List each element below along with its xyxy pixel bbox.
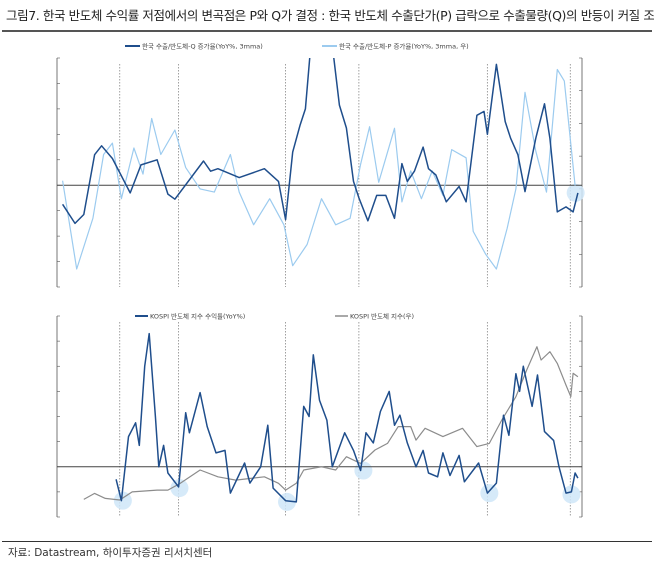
highlight-circle [113, 491, 132, 510]
source-divider [2, 541, 652, 542]
bottom-legend: KOSPI 반도체 지수 수익률(YoY%) KOSPI 반도체 지수(우) [135, 312, 414, 321]
top-legend: 한국 수출/반도체-Q 증가율(YoY%, 3mma) 한국 수출/반도체-P … [125, 42, 469, 51]
legend-label-p: 한국 수출/반도체-P 증가율(YoY%, 3mma, 우) [339, 42, 469, 51]
source-note: 자료: Datastream, 하이투자증권 리서치센터 [8, 547, 213, 559]
legend-label-kospi-index: KOSPI 반도체 지수(우) [350, 312, 414, 321]
highlight-circle [562, 485, 581, 504]
series-line-1 [83, 346, 579, 501]
figure-title: 그림7. 한국 반도체 수익률 저점에서의 변곡점은 P와 Q가 결정 : 한국… [6, 8, 654, 23]
highlight-circle [354, 461, 373, 480]
highlight-circle [480, 484, 499, 503]
highlight-circle [170, 479, 189, 498]
title-divider [2, 30, 652, 32]
series-line-1 [62, 68, 576, 270]
legend-label-kospi-return: KOSPI 반도체 지수 수익률(YoY%) [150, 312, 245, 321]
series-line-0 [61, 58, 579, 225]
series-line-0 [115, 332, 579, 503]
highlight-circle [566, 183, 585, 202]
legend-label-q: 한국 수출/반도체-Q 증가율(YoY%, 3mma) [142, 42, 263, 51]
bottom-chart: KOSPI 반도체 지수 수익률(YoY%) KOSPI 반도체 지수(우) [56, 312, 583, 518]
top-chart: 한국 수출/반도체-Q 증가율(YoY%, 3mma) 한국 수출/반도체-P … [56, 42, 585, 288]
